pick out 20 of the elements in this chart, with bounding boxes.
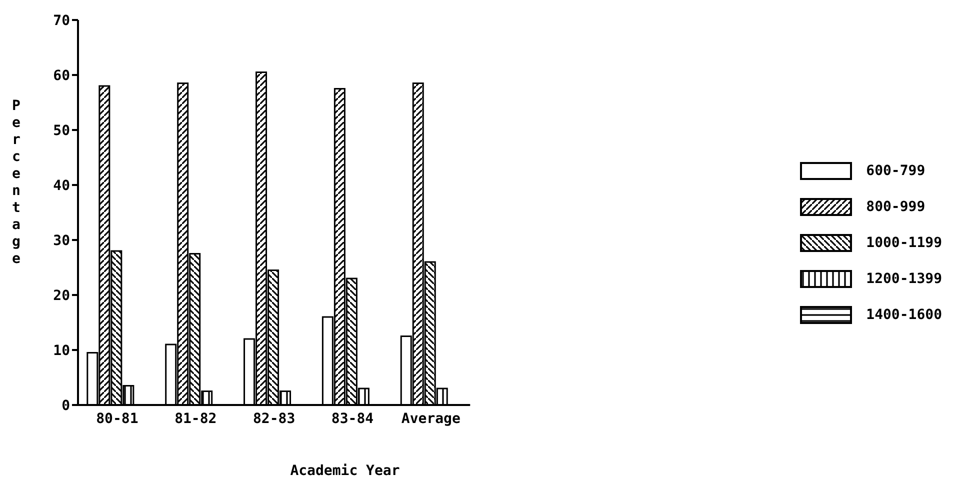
x-tick-label: 80-81 [96, 410, 138, 427]
y-tick-label: 60 [53, 68, 70, 84]
y-tick-label: 0 [62, 398, 70, 414]
y-tick-label: 50 [53, 122, 70, 139]
y-tick-label: 30 [53, 232, 70, 249]
x-tick-label: 81-82 [174, 410, 217, 427]
x-axis-title: Academic Year [289, 463, 401, 479]
legend-label: 1200-1399 [866, 270, 942, 286]
y-tick-label: 10 [53, 342, 70, 359]
legend-label: 600-799 [866, 162, 926, 178]
y-tick-label: 20 [53, 288, 70, 304]
x-tick-label: 82-83 [252, 410, 296, 427]
x-tick-label: 83-84 [331, 410, 374, 427]
legend-label: 1400-1600 [866, 306, 942, 322]
legend-label: 1000-1199 [866, 234, 942, 250]
y-tick-label: 70 [53, 12, 70, 29]
legend-label: 800-999 [866, 198, 926, 214]
y-tick-label: 40 [53, 178, 70, 194]
x-tick-label: Average [401, 410, 460, 427]
text: Percentage [12, 98, 20, 267]
